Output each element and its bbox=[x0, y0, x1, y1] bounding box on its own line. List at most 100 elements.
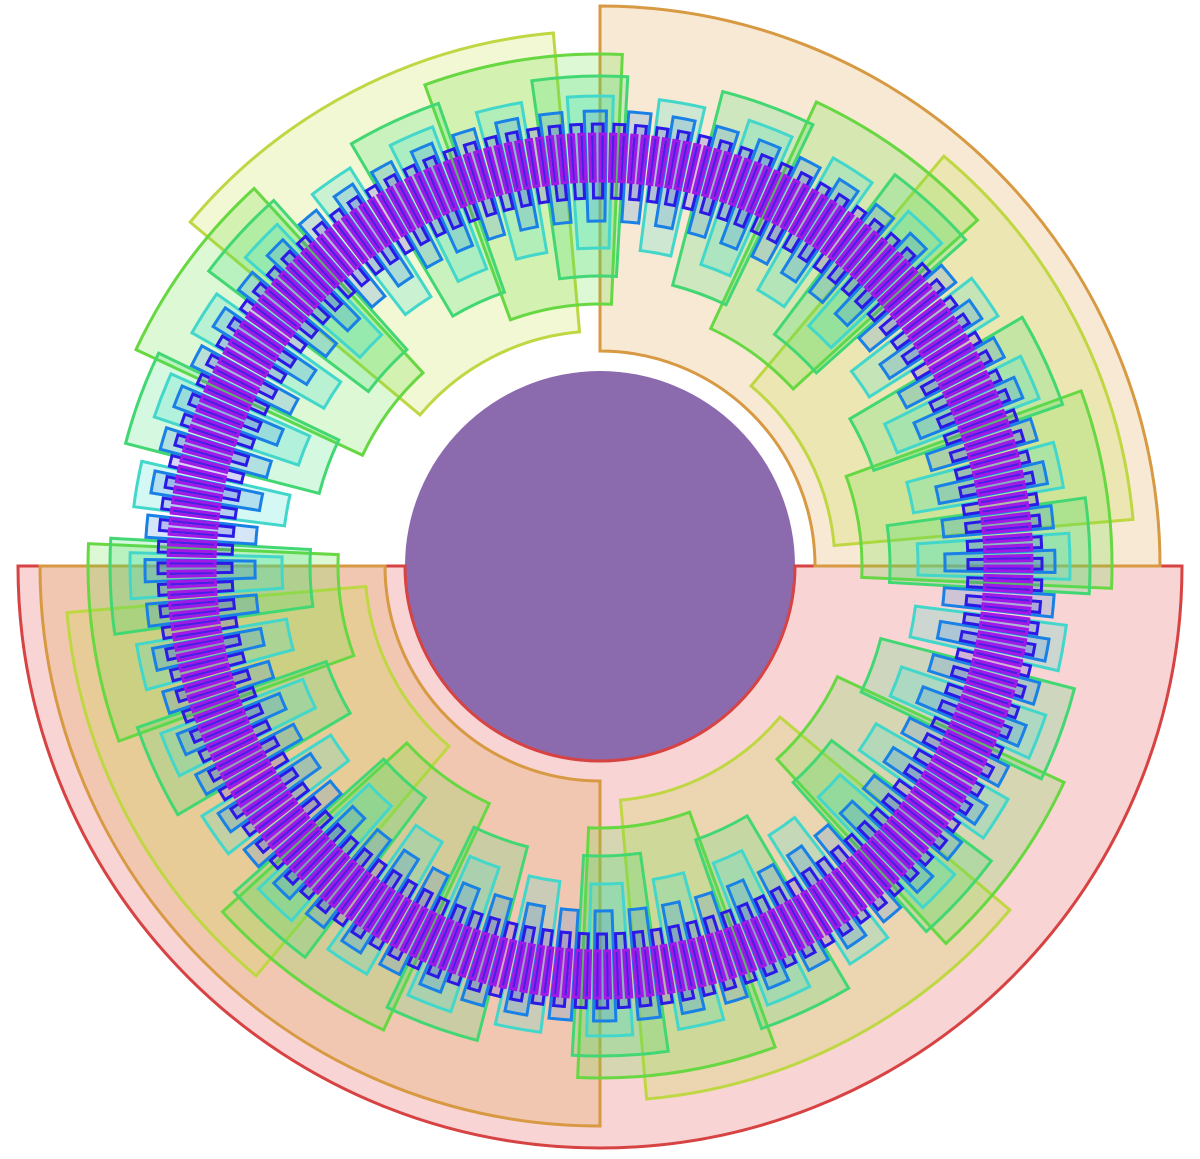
ring-segment bbox=[626, 133, 639, 185]
ring-segment bbox=[389, 901, 421, 950]
ring-segment bbox=[953, 398, 1004, 425]
ring-segment bbox=[807, 884, 843, 931]
ring-segment bbox=[732, 923, 758, 973]
ring-segment bbox=[268, 809, 334, 871]
ring-segment bbox=[349, 207, 385, 254]
ring-segment bbox=[175, 643, 227, 663]
ring-segment bbox=[315, 233, 355, 277]
ring-segment bbox=[408, 909, 438, 959]
ring-segment bbox=[941, 369, 991, 400]
ring-segment bbox=[166, 548, 217, 559]
ring-segment bbox=[167, 527, 219, 540]
ring-segment bbox=[257, 293, 302, 332]
ring-segment bbox=[187, 423, 238, 448]
ring-segment bbox=[209, 732, 259, 763]
ring-segment bbox=[587, 132, 597, 183]
ring-segment bbox=[876, 265, 919, 307]
ring-segment bbox=[853, 245, 917, 310]
ring-segment bbox=[868, 806, 935, 868]
ring-segment bbox=[593, 949, 602, 1000]
ring-segment bbox=[923, 332, 970, 367]
ring-segment bbox=[883, 273, 926, 314]
ring-segment bbox=[827, 216, 864, 262]
ring-segment bbox=[980, 602, 1032, 616]
ring-segment bbox=[232, 328, 280, 363]
ring-segment bbox=[904, 793, 950, 830]
ring-segment bbox=[859, 842, 901, 885]
ring-segment bbox=[482, 146, 504, 197]
ring-segment bbox=[254, 795, 322, 855]
ring-segment bbox=[766, 907, 797, 957]
ring-segment bbox=[250, 302, 296, 339]
ring-segment bbox=[191, 413, 242, 439]
ring-segment bbox=[577, 132, 588, 184]
ring-segment bbox=[983, 573, 1034, 584]
ring-segment bbox=[540, 945, 555, 997]
ring-segment bbox=[826, 217, 885, 286]
ring-segment bbox=[815, 878, 851, 925]
ring-segment bbox=[636, 134, 650, 186]
ring-segment bbox=[965, 675, 1016, 699]
ring-segment bbox=[856, 243, 897, 287]
ring-segment bbox=[166, 559, 217, 568]
ring-segment bbox=[650, 945, 666, 996]
ring-segment bbox=[180, 662, 231, 684]
ring-segment bbox=[912, 315, 959, 351]
ring-segment bbox=[254, 797, 299, 834]
ring-segment bbox=[673, 140, 692, 192]
ring-segment bbox=[353, 881, 389, 928]
ring-segment bbox=[607, 132, 618, 183]
ring-segment bbox=[452, 155, 477, 206]
ring-segment bbox=[227, 337, 275, 371]
ring-segment bbox=[983, 564, 1034, 573]
ring-segment bbox=[668, 941, 687, 993]
ring-segment bbox=[344, 875, 381, 922]
ring-segment bbox=[718, 153, 743, 204]
ring-segment bbox=[319, 858, 358, 903]
ring-segment bbox=[622, 948, 634, 999]
ring-segment bbox=[803, 198, 838, 246]
ring-segment bbox=[925, 761, 973, 795]
ring-segment bbox=[971, 459, 1023, 479]
ring-segment bbox=[311, 852, 351, 896]
ring-segment bbox=[534, 136, 550, 187]
ring-segment bbox=[966, 438, 1017, 461]
ring-segment bbox=[779, 182, 811, 231]
ring-segment bbox=[200, 715, 251, 744]
ring-segment bbox=[298, 834, 360, 901]
ring-segment bbox=[845, 855, 885, 899]
ring-segment bbox=[741, 919, 768, 970]
ring-segment bbox=[895, 289, 940, 328]
ring-segment bbox=[230, 765, 277, 800]
ring-segment bbox=[462, 152, 486, 203]
ring-segment bbox=[889, 281, 933, 321]
ring-segment bbox=[982, 532, 1033, 544]
ring-segment bbox=[749, 915, 778, 966]
ring-segment bbox=[898, 800, 943, 839]
ring-segment bbox=[978, 620, 1030, 637]
ring-segment bbox=[907, 306, 953, 343]
ring-segment bbox=[654, 136, 671, 188]
ring-segment bbox=[281, 825, 324, 867]
ring-segment bbox=[878, 277, 946, 337]
ring-segment bbox=[336, 870, 373, 916]
ring-segment bbox=[955, 702, 1005, 729]
ring-segment bbox=[598, 132, 607, 183]
ring-segment bbox=[173, 634, 225, 653]
ring-segment bbox=[758, 912, 787, 961]
ring-segment bbox=[170, 495, 222, 512]
ring-segment bbox=[357, 201, 393, 248]
ring-segment bbox=[831, 867, 868, 912]
ring-segment bbox=[244, 310, 291, 347]
ring-segment bbox=[920, 769, 968, 804]
ring-segment bbox=[979, 500, 1030, 516]
ring-segment bbox=[196, 707, 247, 734]
ring-segment bbox=[181, 443, 233, 466]
ring-segment bbox=[963, 428, 1014, 452]
ring-segment bbox=[167, 597, 219, 610]
ring-segment bbox=[303, 845, 344, 889]
ring-segment bbox=[714, 929, 738, 980]
ring-segment bbox=[427, 917, 455, 968]
